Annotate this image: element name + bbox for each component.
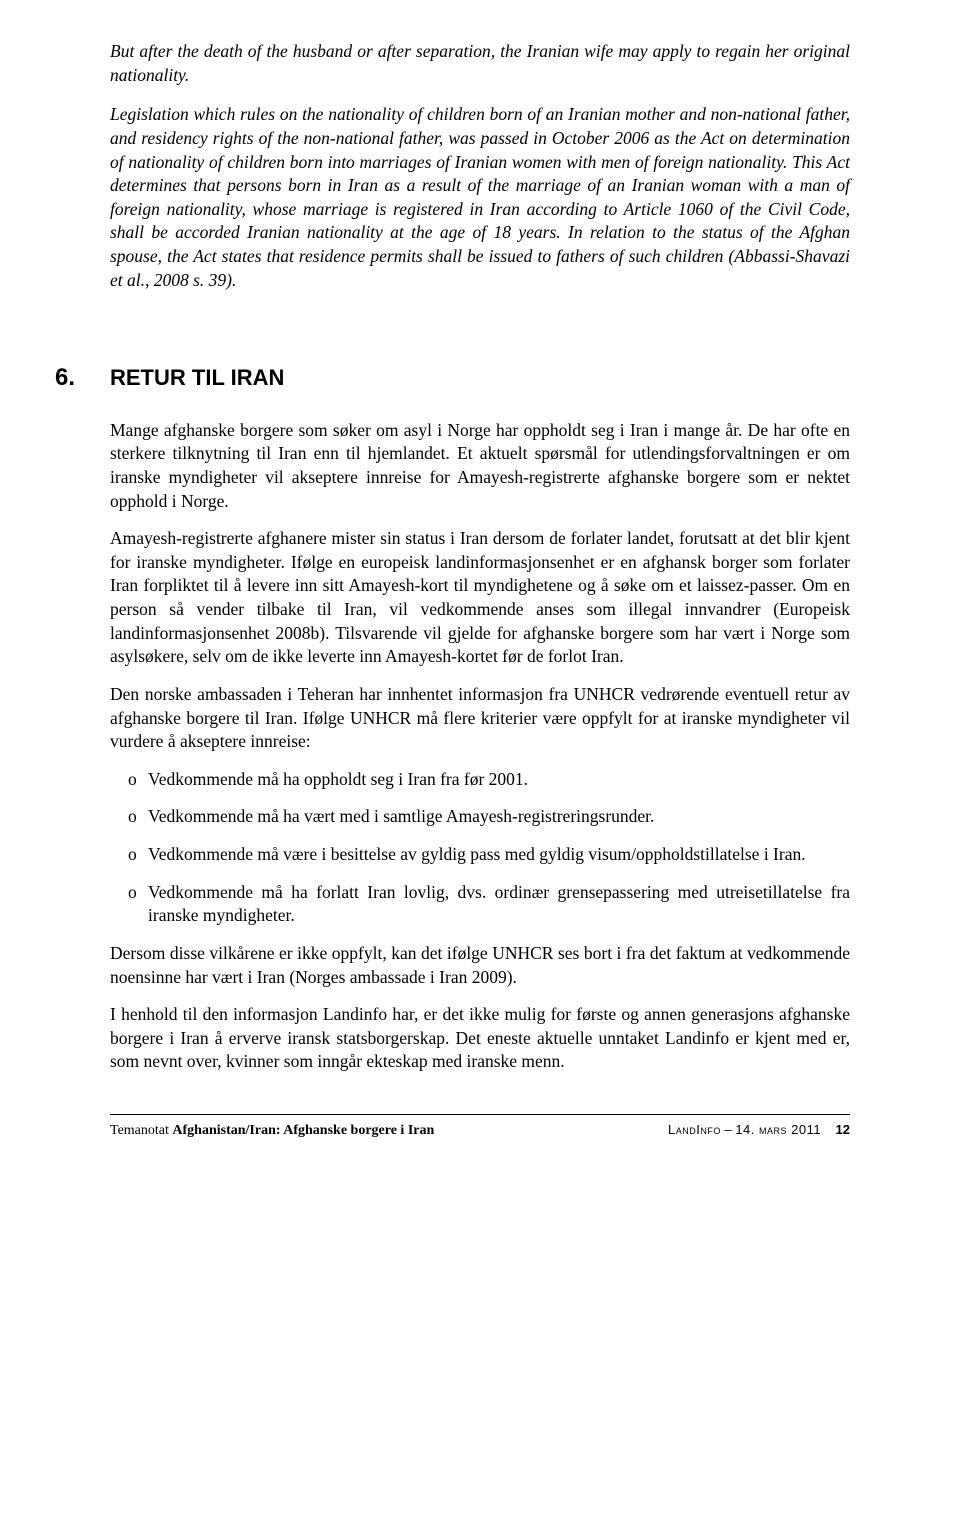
bullet-marker: o: [110, 768, 148, 792]
footer-title-bold: Afghanistan/Iran: Afghanske borgere i Ir…: [172, 1123, 434, 1138]
section-title: RETUR TIL IRAN: [110, 363, 284, 393]
footer-sep: –: [721, 1122, 735, 1137]
quote-paragraph-2: Legislation which rules on the nationali…: [110, 103, 850, 292]
footer-rule: [110, 1114, 850, 1115]
body-paragraph-4: Dersom disse vilkårene er ikke oppfylt, …: [110, 942, 850, 989]
body-paragraph-1: Mange afghanske borgere som søker om asy…: [110, 419, 850, 514]
page-footer: Temanotat Afghanistan/Iran: Afghanske bo…: [110, 1121, 850, 1141]
footer-date: 14. mars 2011: [735, 1122, 821, 1137]
body-paragraph-3: Den norske ambassaden i Teheran har innh…: [110, 683, 850, 754]
bullet-marker: o: [110, 805, 148, 829]
list-item-text: Vedkommende må ha oppholdt seg i Iran fr…: [148, 768, 850, 792]
list-item: o Vedkommende må ha forlatt Iran lovlig,…: [110, 881, 850, 928]
section-heading: 6. RETUR TIL IRAN: [55, 362, 850, 394]
list-item: o Vedkommende må ha vært med i samtlige …: [110, 805, 850, 829]
footer-prefix: Temanotat: [110, 1123, 172, 1138]
bullet-marker: o: [110, 881, 148, 928]
footer-left: Temanotat Afghanistan/Iran: Afghanske bo…: [110, 1122, 434, 1141]
body-paragraph-2: Amayesh-registrerte afghanere mister sin…: [110, 527, 850, 669]
list-item: o Vedkommende må være i besittelse av gy…: [110, 843, 850, 867]
bullet-marker: o: [110, 843, 148, 867]
criteria-list: o Vedkommende må ha oppholdt seg i Iran …: [110, 768, 850, 928]
list-item: o Vedkommende må ha oppholdt seg i Iran …: [110, 768, 850, 792]
footer-brand: LandInfo: [668, 1122, 721, 1137]
footer-page-number: 12: [836, 1122, 850, 1137]
list-item-text: Vedkommende må ha forlatt Iran lovlig, d…: [148, 881, 850, 928]
body-paragraph-5: I henhold til den informasjon Landinfo h…: [110, 1003, 850, 1074]
quote-paragraph-1: But after the death of the husband or af…: [110, 40, 850, 87]
list-item-text: Vedkommende må ha vært med i samtlige Am…: [148, 805, 850, 829]
section-number: 6.: [55, 362, 110, 394]
list-item-text: Vedkommende må være i besittelse av gyld…: [148, 843, 850, 867]
footer-right: LandInfo – 14. mars 2011 12: [668, 1121, 850, 1139]
